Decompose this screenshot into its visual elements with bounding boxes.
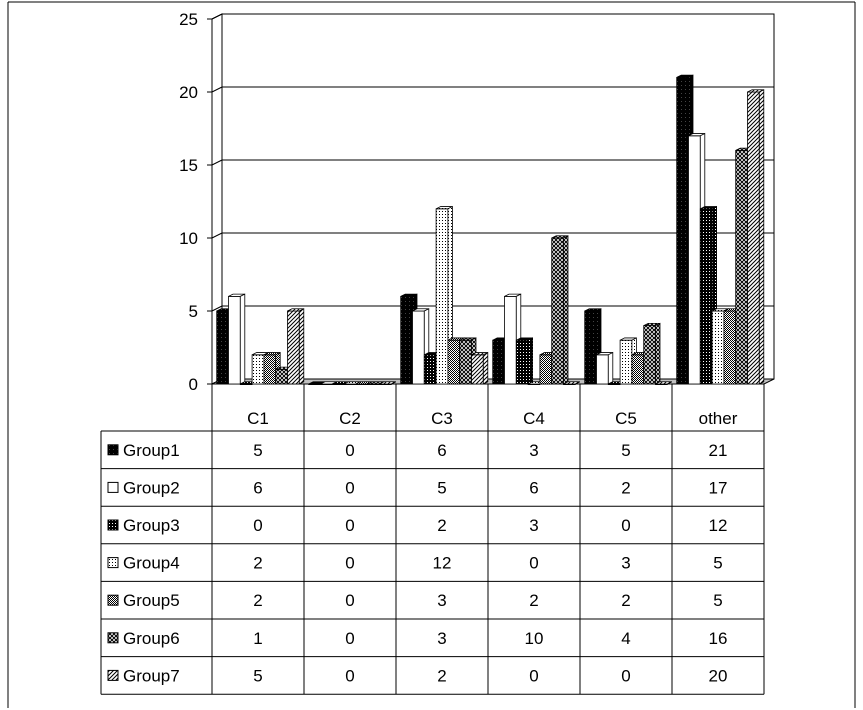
legend-key-group1 (107, 444, 119, 456)
y-tick-label: 20 (179, 83, 198, 102)
data-label-group1-c4: 3 (529, 441, 538, 460)
bar-group7-c1 (287, 308, 305, 385)
data-label-group1-c2: 0 (345, 441, 354, 460)
data-label-group5-c2: 0 (345, 591, 354, 610)
bar-group3-c4 (515, 337, 533, 385)
gridline-side (211, 159, 223, 166)
legend-label-group2: Group2 (123, 478, 180, 497)
legend-label-group1: Group1 (123, 441, 180, 460)
data-label-group5-c5: 2 (621, 591, 630, 610)
data-label-group2-c3: 5 (437, 478, 446, 497)
data-label-group2-c5: 2 (621, 478, 630, 497)
data-label-group6-c4: 10 (525, 629, 544, 648)
bar-group6-c5 (643, 322, 661, 385)
legend-label-group5: Group5 (123, 591, 180, 610)
x-category-label-c1: C1 (247, 409, 269, 428)
data-label-group6-c2: 0 (345, 629, 354, 648)
data-label-group4-c2: 0 (345, 554, 354, 573)
data-label-group5-c4: 2 (529, 591, 538, 610)
data-label-group6-c3: 3 (437, 629, 446, 648)
gridline-side (211, 13, 223, 20)
y-tick-label: 5 (189, 302, 198, 321)
legend-label-group6: Group6 (123, 629, 180, 648)
bar-group7-c2 (379, 381, 396, 386)
data-label-group3-c4: 3 (529, 516, 538, 535)
legend-label-group3: Group3 (123, 516, 180, 535)
gridline-side (211, 86, 223, 93)
x-category-label-c5: C5 (615, 409, 637, 428)
y-axis: 0 5 10 15 20 25 (179, 10, 212, 394)
bar-group7-other (747, 89, 765, 385)
data-label-group4-c5: 3 (621, 554, 630, 573)
legend-key-group3 (107, 519, 119, 531)
data-label-group7-c5: 0 (621, 666, 630, 685)
data-label-group5-other: 5 (713, 591, 722, 610)
data-label-group7-other: 20 (709, 666, 728, 685)
y-tick-label: 0 (189, 375, 198, 394)
x-category-label-c4: C4 (523, 409, 545, 428)
x-category-label-c3: C3 (431, 409, 453, 428)
x-category-label-other: other (699, 409, 738, 428)
legend-key-group6 (107, 632, 119, 644)
y-tick-label: 10 (179, 229, 198, 248)
data-label-group1-other: 21 (709, 441, 728, 460)
legend-label-group4: Group4 (123, 554, 180, 573)
legend-key-group7 (107, 669, 119, 681)
y-tick-label: 15 (179, 156, 198, 175)
bar-group7-c3 (471, 351, 489, 385)
bars (216, 74, 765, 386)
data-label-group3-other: 12 (709, 516, 728, 535)
bar-group2-c5 (596, 351, 614, 385)
data-label-group3-c3: 2 (437, 516, 446, 535)
data-label-group2-c1: 6 (253, 478, 262, 497)
data-label-group4-c3: 12 (433, 554, 452, 573)
data-label-group4-c4: 0 (529, 554, 538, 573)
legend-key-group5 (107, 594, 119, 606)
bar-group6-c4 (551, 235, 569, 385)
data-label-group7-c1: 5 (253, 666, 262, 685)
data-label-group3-c2: 0 (345, 516, 354, 535)
gridline-side (211, 305, 223, 312)
data-label-group4-c1: 2 (253, 554, 262, 573)
data-label-group3-c1: 0 (253, 516, 262, 535)
bar-group7-c5 (655, 381, 672, 386)
gridline-side (211, 232, 223, 239)
data-label-group6-c1: 1 (253, 629, 262, 648)
data-label-group7-c2: 0 (345, 666, 354, 685)
data-label-group1-c1: 5 (253, 441, 262, 460)
legend-key-group2 (107, 481, 119, 493)
data-label-group2-other: 17 (709, 478, 728, 497)
bar-group7-c4 (563, 381, 580, 386)
data-label-group2-c4: 6 (529, 478, 538, 497)
y-tick-label: 25 (179, 10, 198, 29)
data-label-group5-c3: 3 (437, 591, 446, 610)
data-label-group3-c5: 0 (621, 516, 630, 535)
data-label-group7-c4: 0 (529, 666, 538, 685)
bar-group2-c1 (228, 293, 246, 385)
data-label-group6-other: 16 (709, 629, 728, 648)
data-label-group7-c3: 2 (437, 666, 446, 685)
legend-key-group4 (107, 557, 119, 569)
data-label-group2-c2: 0 (345, 478, 354, 497)
data-label-group5-c1: 2 (253, 591, 262, 610)
legend-label-group7: Group7 (123, 666, 180, 685)
data-label-group1-c5: 5 (621, 441, 630, 460)
data-label-group4-other: 5 (713, 554, 722, 573)
data-label-group6-c5: 4 (621, 629, 630, 648)
x-category-label-c2: C2 (339, 409, 361, 428)
data-label-group1-c3: 6 (437, 441, 446, 460)
